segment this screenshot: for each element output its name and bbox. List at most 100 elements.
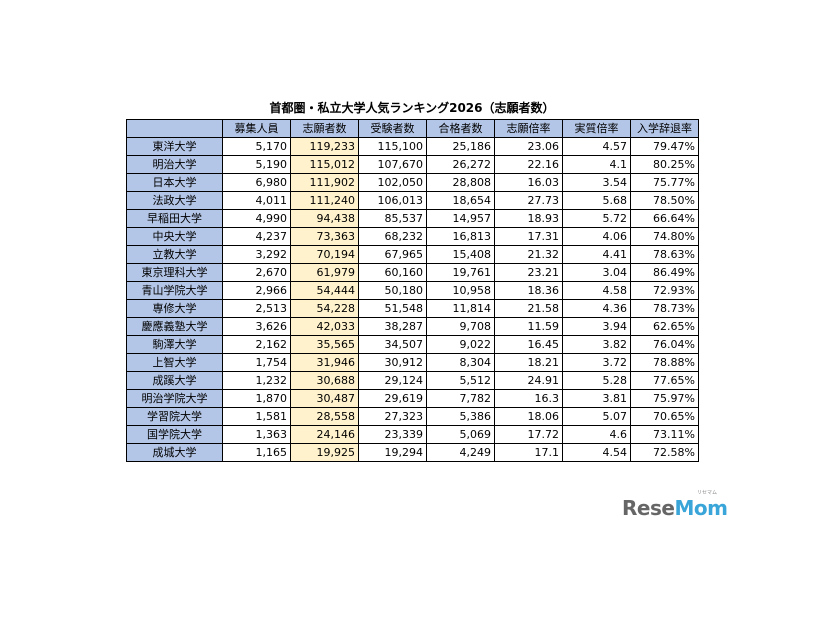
table-cell: 1,870 [222, 389, 291, 408]
table-cell: 10,958 [426, 281, 495, 300]
table-cell: 14,957 [426, 209, 495, 228]
table-cell: 30,688 [290, 371, 359, 390]
table-cell: 3.81 [562, 389, 631, 408]
table-cell: 4.6 [562, 425, 631, 444]
ranking-table: 募集人員 志願者数 受験者数 合格者数 志願倍率 実質倍率 入学辞退率 東洋大学… [126, 119, 699, 462]
table-cell: 27,323 [358, 407, 427, 426]
table-cell: 4,990 [222, 209, 291, 228]
table-cell: 5.28 [562, 371, 631, 390]
table-cell: 4,249 [426, 443, 495, 462]
table-cell: 28,808 [426, 173, 495, 192]
table-row: 慶應義塾大学 3,626 42,033 38,287 9,708 11.59 3.94 62.… [126, 317, 699, 336]
table-cell: 70,194 [290, 245, 359, 264]
table-cell: 5.07 [562, 407, 631, 426]
university-name: 駒澤大学 [126, 335, 223, 354]
table-cell: 4.41 [562, 245, 631, 264]
table-cell: 54,444 [290, 281, 359, 300]
table-cell: 54,228 [290, 299, 359, 318]
table-cell: 21.58 [494, 299, 563, 318]
table-row: 明治学院大学 1,870 30,487 29,619 7,782 16.3 3.81 75.9… [126, 389, 699, 408]
table-cell: 11.59 [494, 317, 563, 336]
table-cell: 70.65% [630, 407, 699, 426]
header-examinees: 受験者数 [358, 119, 427, 138]
table-body: 東洋大学 5,170 119,233 115,100 25,186 23.06 4.57 79… [126, 137, 699, 462]
table-cell: 5,386 [426, 407, 495, 426]
university-name: 学習院大学 [126, 407, 223, 426]
table-cell: 9,708 [426, 317, 495, 336]
table-cell: 3.72 [562, 353, 631, 372]
table-cell: 102,050 [358, 173, 427, 192]
table-row: 駒澤大学 2,162 35,565 34,507 9,022 16.45 3.82 76.04… [126, 335, 699, 354]
table-cell: 28,558 [290, 407, 359, 426]
table-cell: 18,654 [426, 191, 495, 210]
table-cell: 18.36 [494, 281, 563, 300]
header-applicants: 志願者数 [290, 119, 359, 138]
university-name: 日本大学 [126, 173, 223, 192]
table-cell: 78.63% [630, 245, 699, 264]
university-name: 法政大学 [126, 191, 223, 210]
table-cell: 16.03 [494, 173, 563, 192]
table-cell: 4.58 [562, 281, 631, 300]
table-cell: 23,339 [358, 425, 427, 444]
table-cell: 5,170 [222, 137, 291, 156]
table-cell: 78.50% [630, 191, 699, 210]
table-cell: 26,272 [426, 155, 495, 174]
table-cell: 111,902 [290, 173, 359, 192]
table-cell: 1,363 [222, 425, 291, 444]
university-name: 青山学院大学 [126, 281, 223, 300]
table-cell: 42,033 [290, 317, 359, 336]
table-cell: 73,363 [290, 227, 359, 246]
university-name: 明治学院大学 [126, 389, 223, 408]
table-cell: 19,294 [358, 443, 427, 462]
table-cell: 11,814 [426, 299, 495, 318]
table-cell: 78.88% [630, 353, 699, 372]
table-cell: 50,180 [358, 281, 427, 300]
table-cell: 4.57 [562, 137, 631, 156]
table-row: 専修大学 2,513 54,228 51,548 11,814 21.58 4.36 78.7… [126, 299, 699, 318]
table-row: 上智大学 1,754 31,946 30,912 8,304 18.21 3.72 78.88… [126, 353, 699, 372]
table-cell: 79.47% [630, 137, 699, 156]
table-cell: 3,626 [222, 317, 291, 336]
university-name: 早稲田大学 [126, 209, 223, 228]
table-cell: 29,124 [358, 371, 427, 390]
table-cell: 3.94 [562, 317, 631, 336]
table-cell: 9,022 [426, 335, 495, 354]
table-cell: 67,965 [358, 245, 427, 264]
university-name: 立教大学 [126, 245, 223, 264]
table-cell: 19,925 [290, 443, 359, 462]
table-cell: 23.06 [494, 137, 563, 156]
university-name: 専修大学 [126, 299, 223, 318]
university-name: 上智大学 [126, 353, 223, 372]
table-cell: 1,754 [222, 353, 291, 372]
table-cell: 2,513 [222, 299, 291, 318]
table-cell: 3.04 [562, 263, 631, 282]
table-cell: 3,292 [222, 245, 291, 264]
logo-text-main: Rese [622, 496, 675, 520]
table-cell: 4.06 [562, 227, 631, 246]
resemom-logo: ReseMom [622, 495, 728, 521]
table-cell: 23.21 [494, 263, 563, 282]
table-cell: 3.54 [562, 173, 631, 192]
table-cell: 7,782 [426, 389, 495, 408]
header-capacity: 募集人員 [222, 119, 291, 138]
table-cell: 16.45 [494, 335, 563, 354]
table-cell: 31,946 [290, 353, 359, 372]
table-cell: 38,287 [358, 317, 427, 336]
table-cell: 72.93% [630, 281, 699, 300]
table-cell: 115,100 [358, 137, 427, 156]
table-cell: 77.65% [630, 371, 699, 390]
table-cell: 78.73% [630, 299, 699, 318]
table-cell: 16,813 [426, 227, 495, 246]
table-row: 日本大学 6,980 111,902 102,050 28,808 16.03 3.54 75… [126, 173, 699, 192]
logo-ruby: リセマム [697, 490, 718, 496]
table-cell: 17.1 [494, 443, 563, 462]
table-cell: 75.97% [630, 389, 699, 408]
table-cell: 18.93 [494, 209, 563, 228]
table-cell: 5,512 [426, 371, 495, 390]
logo-text-accent: Mom [674, 496, 728, 520]
header-corner [126, 119, 223, 138]
header-decline-rate: 入学辞退率 [630, 119, 699, 138]
page-title: 首都圏・私立大学人気ランキング2026（志願者数） [269, 101, 555, 115]
table-cell: 2,966 [222, 281, 291, 300]
table-cell: 21.32 [494, 245, 563, 264]
